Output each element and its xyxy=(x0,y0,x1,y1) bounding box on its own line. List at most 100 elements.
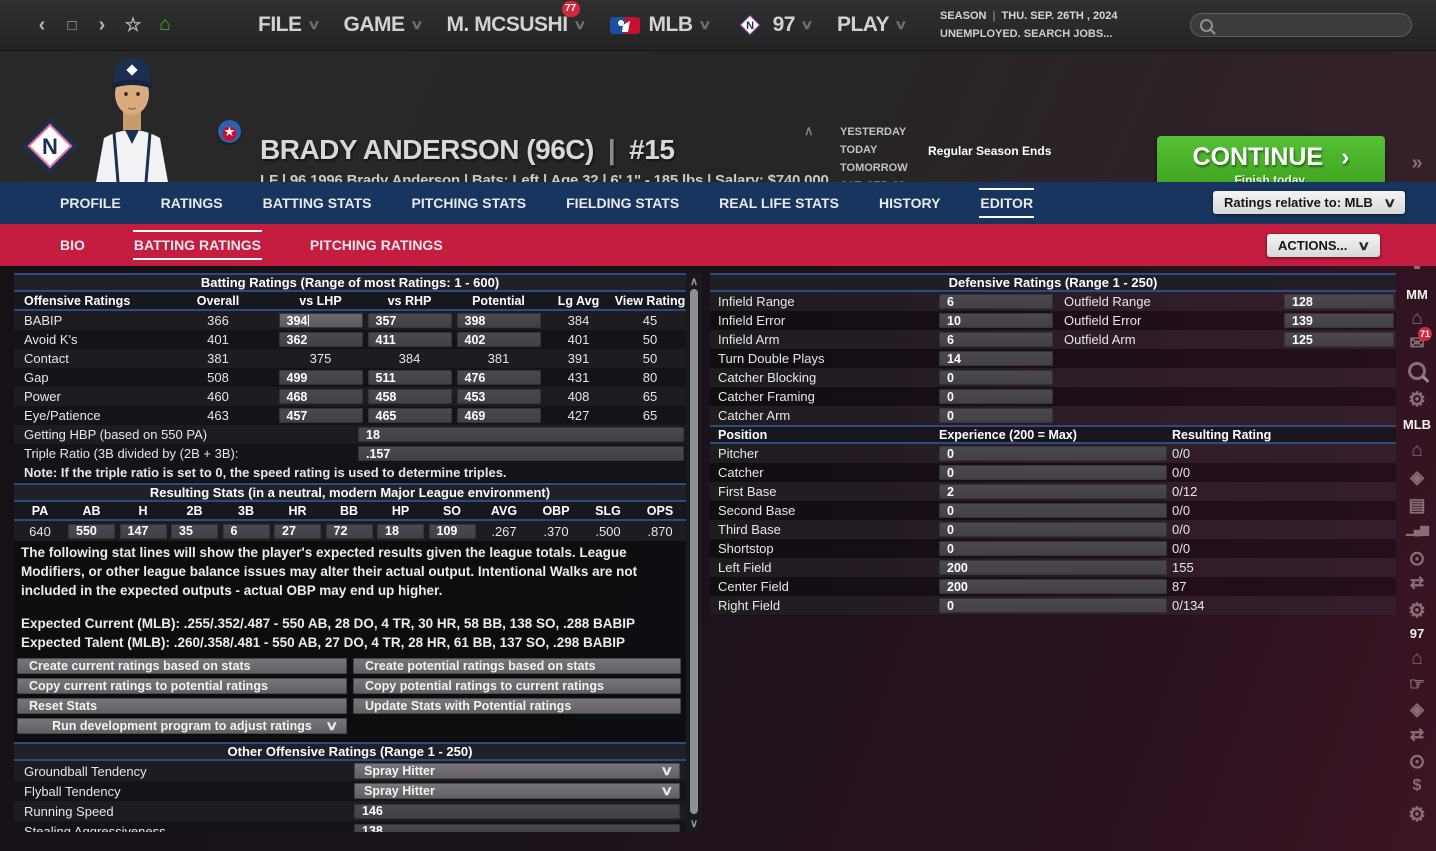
vs-rhp-input[interactable]: 458 xyxy=(367,389,452,404)
home-icon[interactable]: ⌂ xyxy=(159,14,171,35)
right-field-experience-input[interactable]: 0 xyxy=(939,598,1167,613)
bar-chart-icon[interactable]: ▁▄▆ xyxy=(1406,524,1429,536)
potential-input[interactable]: 398 xyxy=(456,313,541,328)
groundball-tendency-dropdown[interactable]: Spray Hitter ∨ xyxy=(354,763,680,779)
infield-arm-input[interactable]: 6 xyxy=(939,332,1053,347)
forward-icon[interactable]: › xyxy=(98,13,106,36)
target-diamond-icon[interactable]: ◈ xyxy=(1410,699,1424,719)
doubles-input[interactable]: 35 xyxy=(171,523,218,539)
turn-double-plays-input[interactable]: 14 xyxy=(939,351,1053,366)
second-base-experience-input[interactable]: 0 xyxy=(939,503,1167,518)
gear-icon[interactable]: ⚙ xyxy=(1408,600,1426,622)
star-badge-icon[interactable]: ★ xyxy=(218,120,241,143)
tab-ratings[interactable]: RATINGS xyxy=(160,195,223,211)
schedule-day[interactable]: YESTERDAY xyxy=(840,126,907,138)
outfield-arm-input[interactable]: 125 xyxy=(1284,332,1394,347)
vs-rhp-input[interactable]: 357 xyxy=(367,313,452,328)
home-plate-icon[interactable]: ⌂ xyxy=(1411,308,1423,329)
update-stats-potential-button[interactable]: Update Stats with Potential ratings xyxy=(353,698,681,714)
window-icon[interactable]: □ xyxy=(67,16,77,34)
triple-ratio-input[interactable]: .157 xyxy=(358,446,684,461)
first-base-experience-input[interactable]: 2 xyxy=(939,484,1167,499)
schedule-up-icon[interactable]: ∧ xyxy=(804,123,814,138)
flyball-tendency-dropdown[interactable]: Spray Hitter ∨ xyxy=(354,783,680,799)
outfield-range-input[interactable]: 128 xyxy=(1284,294,1394,309)
vs-rhp-value[interactable]: 384 xyxy=(398,351,421,366)
vs-lhp-input[interactable]: 499 xyxy=(278,370,363,385)
dollar-icon[interactable]: $ xyxy=(1412,777,1422,794)
vs-lhp-input[interactable]: 394 xyxy=(278,313,363,328)
subtab-bio[interactable]: BIO xyxy=(60,237,85,253)
unemployed-status[interactable]: UNEMPLOYED. SEARCH JOBS... xyxy=(940,28,1113,40)
player-portrait[interactable] xyxy=(90,46,174,182)
back-icon[interactable]: ‹ xyxy=(38,13,46,36)
id-card-icon[interactable]: ▤ xyxy=(1408,495,1426,515)
favorite-star-icon[interactable]: ☆ xyxy=(124,14,142,36)
potential-input[interactable]: 453 xyxy=(456,389,541,404)
ratings-relative-dropdown[interactable]: Ratings relative to: MLB ∨ xyxy=(1213,191,1406,214)
vs-lhp-input[interactable]: 468 xyxy=(278,389,363,404)
vs-rhp-input[interactable]: 511 xyxy=(367,370,452,385)
hbp-input[interactable]: 18 xyxy=(358,427,684,442)
catcher-blocking-input[interactable]: 0 xyxy=(939,370,1053,385)
catcher-experience-input[interactable]: 0 xyxy=(939,465,1167,480)
copy-current-to-potential-button[interactable]: Copy current ratings to potential rating… xyxy=(17,678,347,694)
scrollbar-thumb[interactable] xyxy=(690,289,698,814)
so-input[interactable]: 109 xyxy=(428,523,476,539)
potential-input[interactable]: 476 xyxy=(456,370,541,385)
h-input[interactable]: 147 xyxy=(119,523,167,539)
gear-icon[interactable]: ⚙ xyxy=(1408,804,1426,826)
triples-input[interactable]: 6 xyxy=(222,523,270,539)
shortstop-experience-input[interactable]: 0 xyxy=(939,541,1167,556)
tab-fielding-stats[interactable]: FIELDING STATS xyxy=(566,195,680,211)
mlb-shortcut-label[interactable]: MLB xyxy=(1402,417,1432,432)
tab-batting-stats[interactable]: BATTING STATS xyxy=(262,195,372,211)
tab-profile[interactable]: PROFILE xyxy=(60,195,121,211)
run-development-dropdown[interactable]: Run development program to adjust rating… xyxy=(17,718,347,734)
home-plate-icon[interactable]: ⌂ xyxy=(1411,648,1423,669)
tab-pitching-stats[interactable]: PITCHING STATS xyxy=(411,195,527,211)
reset-stats-button[interactable]: Reset Stats xyxy=(17,698,347,714)
hand-ball-icon[interactable]: ☞ xyxy=(1408,674,1426,694)
tab-editor[interactable]: EDITOR xyxy=(960,182,1053,224)
pitcher-experience-input[interactable]: 0 xyxy=(939,446,1167,461)
create-current-ratings-button[interactable]: Create current ratings based on stats xyxy=(17,658,347,674)
menu-game[interactable]: GAME ∨ xyxy=(343,13,424,36)
vs-lhp-input[interactable]: 457 xyxy=(278,408,363,423)
menu-play[interactable]: PLAY ∨ xyxy=(836,13,908,36)
catcher-arm-input[interactable]: 0 xyxy=(939,408,1053,423)
gear-icon[interactable]: ⚙ xyxy=(1408,389,1426,411)
menu-mlb[interactable]: MLB ∨ xyxy=(609,13,711,37)
mail-icon[interactable]: ✉ 71 xyxy=(1409,327,1433,353)
subtab-pitching-ratings[interactable]: PITCHING RATINGS xyxy=(309,237,443,253)
stealing-aggressiveness-input[interactable]: 138 xyxy=(354,823,680,832)
scroll-down-icon[interactable]: ∨ xyxy=(689,818,699,830)
exchange-icon[interactable]: ⇄ xyxy=(1409,725,1425,744)
home-plate-icon[interactable]: ⌂ xyxy=(1411,440,1423,461)
menu-manager[interactable]: M. MCSUSHI 77 ∨ xyxy=(446,1,586,36)
team-logo-icon[interactable]: N xyxy=(20,116,80,176)
subtab-batting-ratings[interactable]: BATTING RATINGS xyxy=(105,224,290,266)
center-field-experience-input[interactable]: 200 xyxy=(939,579,1167,594)
team-shortcut-label[interactable]: 97 xyxy=(1409,626,1425,641)
bb-input[interactable]: 72 xyxy=(325,523,373,539)
infield-range-input[interactable]: 6 xyxy=(939,294,1053,309)
copy-potential-to-current-button[interactable]: Copy potential ratings to current rating… xyxy=(353,678,681,694)
search-input[interactable] xyxy=(1190,13,1412,37)
mm-shortcut-label[interactable]: MM xyxy=(1406,287,1428,302)
create-potential-ratings-button[interactable]: Create potential ratings based on stats xyxy=(353,658,681,674)
actions-dropdown[interactable]: ACTIONS... ∨ xyxy=(1267,234,1380,257)
infield-error-input[interactable]: 10 xyxy=(939,313,1053,328)
third-base-experience-input[interactable]: 0 xyxy=(939,522,1167,537)
tab-real-life-stats[interactable]: REAL LIFE STATS xyxy=(719,195,839,211)
running-speed-input[interactable]: 146 xyxy=(354,803,680,819)
outfield-error-input[interactable]: 139 xyxy=(1284,313,1394,328)
target-diamond-icon[interactable]: ◈ xyxy=(1410,467,1424,487)
potential-value[interactable]: 381 xyxy=(487,351,510,366)
baseball-icon[interactable]: ⊙ xyxy=(1408,548,1426,570)
left-field-experience-input[interactable]: 200 xyxy=(939,560,1167,575)
search-icon[interactable] xyxy=(1400,362,1434,385)
vs-lhp-value[interactable]: 375 xyxy=(309,351,332,366)
potential-input[interactable]: 469 xyxy=(456,408,541,423)
baseball-icon[interactable]: ⊙ xyxy=(1408,751,1426,773)
